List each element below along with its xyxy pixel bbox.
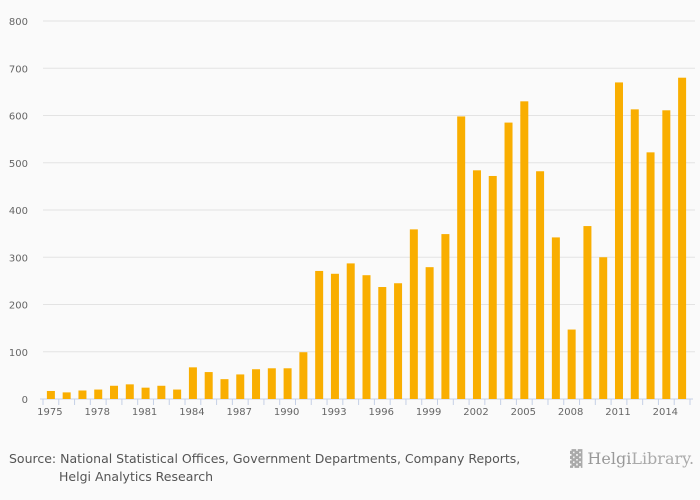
bar-1975	[46, 390, 55, 399]
bar-1979	[110, 385, 119, 399]
bar-2013	[646, 152, 655, 399]
bar-1988	[252, 369, 261, 399]
x-tick-label: 2002	[463, 407, 488, 418]
source-line-1: Source: National Statistical Offices, Go…	[9, 451, 521, 466]
source-line-2: Helgi Analytics Research	[59, 469, 214, 484]
bar-1991	[299, 352, 308, 399]
y-tick-label: 200	[9, 301, 28, 312]
bar-1993	[330, 273, 339, 399]
bar-1982	[157, 385, 166, 399]
bar-2000	[441, 234, 450, 399]
x-tick-label: 1984	[179, 407, 204, 418]
bar-2010	[599, 257, 608, 399]
bar-2009	[583, 226, 592, 399]
x-tick-label: 2005	[511, 407, 536, 418]
helgi-library-logo: ▓ HelgiLibrary.	[570, 449, 694, 468]
bar-2004	[504, 122, 513, 400]
bar-2006	[536, 171, 545, 399]
bar-1995	[362, 275, 371, 399]
bar-1996	[378, 287, 387, 399]
bar-1984	[188, 367, 197, 399]
bar-2014	[662, 110, 671, 400]
x-tick-label: 1981	[132, 407, 157, 418]
bar-1985	[204, 372, 213, 399]
x-tick-label: 1987	[227, 407, 252, 418]
bar-2001	[457, 116, 466, 399]
bar-1978	[94, 389, 103, 399]
bar-2008	[567, 329, 576, 399]
y-tick-label: 300	[9, 253, 28, 264]
y-tick-label: 600	[9, 112, 28, 123]
bar-1992	[315, 270, 324, 399]
y-tick-label: 0	[22, 395, 28, 406]
x-tick-label: 2014	[653, 407, 678, 418]
x-tick-label: 2008	[558, 407, 583, 418]
source-note: Source: National Statistical Offices, Go…	[9, 450, 520, 486]
bar-1990	[283, 368, 292, 399]
bar-1997	[394, 283, 403, 399]
bar-2011	[614, 82, 623, 400]
bar-1989	[267, 368, 276, 399]
bar-2012	[630, 109, 639, 400]
bar-2015	[678, 77, 687, 399]
y-tick-label: 400	[9, 206, 28, 217]
y-tick-label: 800	[9, 17, 28, 28]
y-tick-label: 100	[9, 348, 28, 359]
x-tick-label: 1999	[416, 407, 441, 418]
bar-2002	[472, 170, 481, 399]
bar-1977	[78, 390, 87, 399]
logo-brand: Helgi	[587, 449, 632, 468]
x-tick-label: 1978	[85, 407, 110, 418]
x-tick-label: 1996	[369, 407, 394, 418]
y-tick-label: 700	[9, 64, 28, 75]
bar-2007	[551, 237, 560, 399]
bar-1976	[62, 392, 71, 399]
x-tick-label: 2011	[605, 407, 630, 418]
bar-2003	[488, 175, 497, 399]
x-tick-label: 1975	[37, 407, 62, 418]
y-tick-label: 500	[9, 159, 28, 170]
bar-1980	[125, 384, 134, 399]
bar-1983	[173, 389, 182, 399]
bar-chart: 0 100 200 300 400 500 600 700 800 1975 1978 1981 198…	[9, 17, 695, 418]
bar-1998	[409, 229, 418, 399]
bar-1986	[220, 379, 229, 399]
logo-suffix: Library.	[631, 449, 695, 468]
bar-1981	[141, 387, 150, 399]
bar-1994	[346, 263, 355, 399]
logo-icon: ▓	[570, 449, 583, 468]
bar-1999	[425, 267, 434, 399]
bar-2005	[520, 101, 529, 399]
x-tick-label: 1990	[274, 407, 299, 418]
x-tick-label: 1993	[321, 407, 346, 418]
bar-1987	[236, 374, 245, 399]
